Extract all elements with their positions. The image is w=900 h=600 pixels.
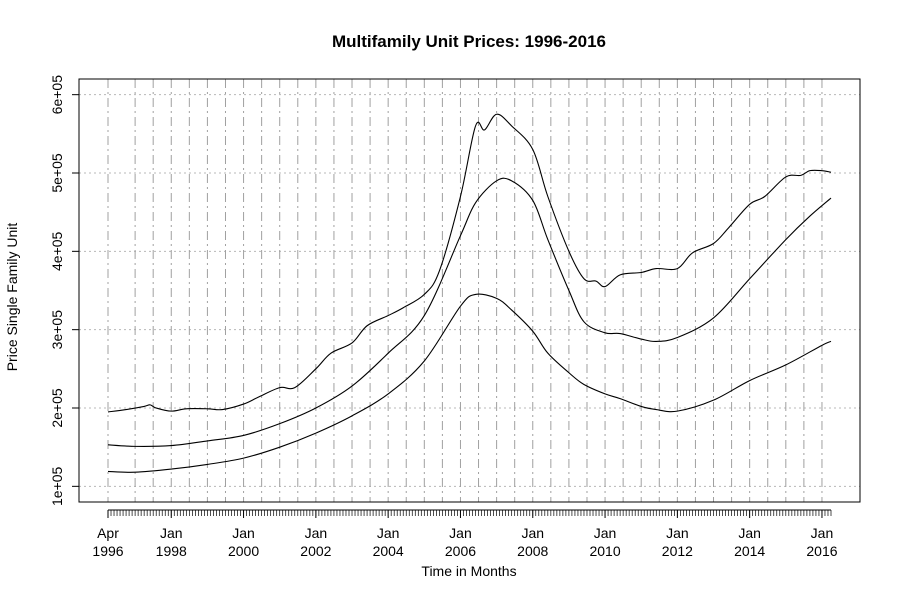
x-tick-label-year: 2008	[517, 543, 548, 559]
x-tick-label-month: Jan	[666, 525, 689, 541]
x-tick-label-year: 2000	[228, 543, 259, 559]
x-tick-label-month: Jan	[377, 525, 400, 541]
x-tick-label-month: Jan	[521, 525, 544, 541]
y-axis-label: Price Single Family Unit	[4, 223, 20, 372]
x-tick-label-month: Apr	[97, 525, 119, 541]
x-tick-label-month: Jan	[160, 525, 183, 541]
x-axis: Apr 1996 Jan 1998 Jan 2000 Jan 2002 Jan 2004 Jan 20…	[92, 509, 838, 559]
x-tick-label-year: 2016	[806, 543, 837, 559]
x-tick-label-month: Jan	[594, 525, 617, 541]
x-tick-label-year: 2012	[662, 543, 693, 559]
x-tick-label-month: Jan	[811, 525, 834, 541]
series-line-2	[107, 177, 832, 447]
x-tick-label-year: 2006	[445, 543, 476, 559]
x-axis-label: Time in Months	[421, 563, 516, 579]
x-tick-label-month: Jan	[232, 525, 255, 541]
grid-lines	[79, 79, 860, 502]
series-line-1	[107, 113, 832, 413]
x-tick-label-month: Jan	[305, 525, 328, 541]
x-tick-label-year: 1996	[92, 543, 123, 559]
x-tick-label-year: 1998	[156, 543, 187, 559]
y-tick-label: 6e+05	[49, 75, 65, 115]
x-tick-label-year: 2010	[589, 543, 620, 559]
x-tick-label-month: Jan	[449, 525, 472, 541]
chart-title: Multifamily Unit Prices: 1996-2016	[332, 32, 606, 51]
y-tick-label: 3e+05	[49, 310, 65, 350]
x-tick-label-year: 2004	[373, 543, 404, 559]
x-tick-label-year: 2002	[300, 543, 331, 559]
y-tick-label: 1e+05	[49, 466, 65, 506]
x-tick-label-year: 2014	[734, 543, 765, 559]
x-tick-label-month: Jan	[738, 525, 761, 541]
plot-frame	[78, 78, 861, 503]
y-tick-label: 2e+05	[49, 388, 65, 428]
y-tick-label: 4e+05	[49, 231, 65, 271]
y-axis: 1e+05 2e+05 3e+05 4e+05 5e+05 6e+05	[49, 75, 80, 506]
series-line-3	[107, 293, 832, 473]
series-layer	[107, 113, 832, 473]
y-tick-label: 5e+05	[49, 153, 65, 193]
